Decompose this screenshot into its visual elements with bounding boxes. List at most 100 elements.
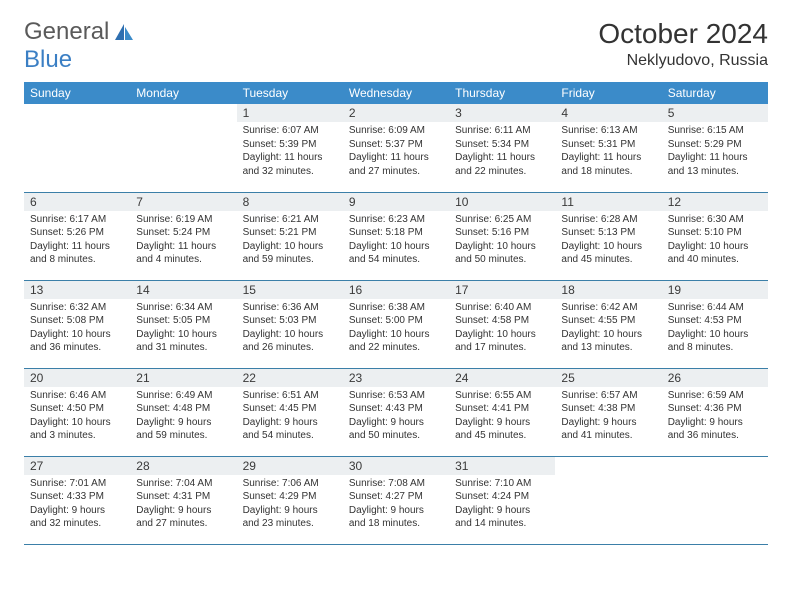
day-number: 9	[343, 193, 449, 211]
daylight-text: Daylight: 9 hours and 50 minutes.	[349, 416, 443, 443]
day-number: 8	[237, 193, 343, 211]
sunset-text: Sunset: 5:10 PM	[668, 226, 762, 240]
day-details: Sunrise: 6:55 AMSunset: 4:41 PMDaylight:…	[449, 387, 555, 447]
weekday-row: SundayMondayTuesdayWednesdayThursdayFrid…	[24, 82, 768, 104]
daylight-text: Daylight: 11 hours and 22 minutes.	[455, 151, 549, 178]
sunrise-text: Sunrise: 6:15 AM	[668, 124, 762, 138]
sunrise-text: Sunrise: 6:36 AM	[243, 301, 337, 315]
daylight-text: Daylight: 9 hours and 54 minutes.	[243, 416, 337, 443]
daylight-text: Daylight: 9 hours and 14 minutes.	[455, 504, 549, 531]
sunset-text: Sunset: 4:33 PM	[30, 490, 124, 504]
daylight-text: Daylight: 9 hours and 45 minutes.	[455, 416, 549, 443]
day-number: 25	[555, 369, 661, 387]
sunset-text: Sunset: 4:41 PM	[455, 402, 549, 416]
day-number: 3	[449, 104, 555, 122]
sunset-text: Sunset: 4:38 PM	[561, 402, 655, 416]
calendar-cell: 31Sunrise: 7:10 AMSunset: 4:24 PMDayligh…	[449, 456, 555, 544]
calendar-cell: 11Sunrise: 6:28 AMSunset: 5:13 PMDayligh…	[555, 192, 661, 280]
day-details: Sunrise: 6:30 AMSunset: 5:10 PMDaylight:…	[662, 211, 768, 271]
day-details: Sunrise: 6:13 AMSunset: 5:31 PMDaylight:…	[555, 122, 661, 182]
day-details: Sunrise: 6:25 AMSunset: 5:16 PMDaylight:…	[449, 211, 555, 271]
sunset-text: Sunset: 5:13 PM	[561, 226, 655, 240]
sunset-text: Sunset: 4:27 PM	[349, 490, 443, 504]
calendar-cell: 4Sunrise: 6:13 AMSunset: 5:31 PMDaylight…	[555, 104, 661, 192]
daylight-text: Daylight: 10 hours and 45 minutes.	[561, 240, 655, 267]
sunset-text: Sunset: 5:03 PM	[243, 314, 337, 328]
sunset-text: Sunset: 4:29 PM	[243, 490, 337, 504]
weekday-header: Monday	[130, 82, 236, 104]
day-number: 31	[449, 457, 555, 475]
sunset-text: Sunset: 4:58 PM	[455, 314, 549, 328]
calendar-cell: 14Sunrise: 6:34 AMSunset: 5:05 PMDayligh…	[130, 280, 236, 368]
day-details: Sunrise: 6:11 AMSunset: 5:34 PMDaylight:…	[449, 122, 555, 182]
sunset-text: Sunset: 4:55 PM	[561, 314, 655, 328]
day-details: Sunrise: 6:42 AMSunset: 4:55 PMDaylight:…	[555, 299, 661, 359]
daylight-text: Daylight: 9 hours and 32 minutes.	[30, 504, 124, 531]
calendar-body: 1Sunrise: 6:07 AMSunset: 5:39 PMDaylight…	[24, 104, 768, 544]
sunrise-text: Sunrise: 7:06 AM	[243, 477, 337, 491]
sunset-text: Sunset: 5:31 PM	[561, 138, 655, 152]
calendar-cell: 24Sunrise: 6:55 AMSunset: 4:41 PMDayligh…	[449, 368, 555, 456]
daylight-text: Daylight: 10 hours and 26 minutes.	[243, 328, 337, 355]
sunset-text: Sunset: 5:37 PM	[349, 138, 443, 152]
sunset-text: Sunset: 5:18 PM	[349, 226, 443, 240]
sunrise-text: Sunrise: 7:08 AM	[349, 477, 443, 491]
sunrise-text: Sunrise: 7:10 AM	[455, 477, 549, 491]
calendar-cell	[662, 456, 768, 544]
logo: General	[24, 18, 137, 46]
calendar-cell: 7Sunrise: 6:19 AMSunset: 5:24 PMDaylight…	[130, 192, 236, 280]
day-details: Sunrise: 6:53 AMSunset: 4:43 PMDaylight:…	[343, 387, 449, 447]
day-number	[662, 457, 768, 475]
daylight-text: Daylight: 9 hours and 36 minutes.	[668, 416, 762, 443]
daylight-text: Daylight: 9 hours and 18 minutes.	[349, 504, 443, 531]
daylight-text: Daylight: 9 hours and 41 minutes.	[561, 416, 655, 443]
day-details: Sunrise: 6:17 AMSunset: 5:26 PMDaylight:…	[24, 211, 130, 271]
daylight-text: Daylight: 10 hours and 40 minutes.	[668, 240, 762, 267]
sunrise-text: Sunrise: 6:17 AM	[30, 213, 124, 227]
calendar-cell: 25Sunrise: 6:57 AMSunset: 4:38 PMDayligh…	[555, 368, 661, 456]
calendar-cell: 3Sunrise: 6:11 AMSunset: 5:34 PMDaylight…	[449, 104, 555, 192]
calendar-cell: 20Sunrise: 6:46 AMSunset: 4:50 PMDayligh…	[24, 368, 130, 456]
sunrise-text: Sunrise: 6:40 AM	[455, 301, 549, 315]
daylight-text: Daylight: 10 hours and 22 minutes.	[349, 328, 443, 355]
day-details: Sunrise: 6:32 AMSunset: 5:08 PMDaylight:…	[24, 299, 130, 359]
calendar-cell	[130, 104, 236, 192]
sunset-text: Sunset: 5:26 PM	[30, 226, 124, 240]
day-details: Sunrise: 6:09 AMSunset: 5:37 PMDaylight:…	[343, 122, 449, 182]
day-number	[130, 104, 236, 122]
day-number: 20	[24, 369, 130, 387]
day-details: Sunrise: 6:59 AMSunset: 4:36 PMDaylight:…	[662, 387, 768, 447]
day-number: 19	[662, 281, 768, 299]
day-details: Sunrise: 7:08 AMSunset: 4:27 PMDaylight:…	[343, 475, 449, 535]
daylight-text: Daylight: 9 hours and 27 minutes.	[136, 504, 230, 531]
sunset-text: Sunset: 5:21 PM	[243, 226, 337, 240]
sunset-text: Sunset: 5:29 PM	[668, 138, 762, 152]
calendar-cell: 1Sunrise: 6:07 AMSunset: 5:39 PMDaylight…	[237, 104, 343, 192]
day-details: Sunrise: 7:01 AMSunset: 4:33 PMDaylight:…	[24, 475, 130, 535]
daylight-text: Daylight: 10 hours and 17 minutes.	[455, 328, 549, 355]
sunset-text: Sunset: 4:50 PM	[30, 402, 124, 416]
weekday-header: Tuesday	[237, 82, 343, 104]
sunrise-text: Sunrise: 6:49 AM	[136, 389, 230, 403]
location: Neklyudovo, Russia	[598, 52, 768, 70]
calendar-cell: 23Sunrise: 6:53 AMSunset: 4:43 PMDayligh…	[343, 368, 449, 456]
daylight-text: Daylight: 10 hours and 3 minutes.	[30, 416, 124, 443]
calendar-cell: 27Sunrise: 7:01 AMSunset: 4:33 PMDayligh…	[24, 456, 130, 544]
day-details: Sunrise: 6:19 AMSunset: 5:24 PMDaylight:…	[130, 211, 236, 271]
calendar-week-row: 1Sunrise: 6:07 AMSunset: 5:39 PMDaylight…	[24, 104, 768, 192]
sunset-text: Sunset: 4:45 PM	[243, 402, 337, 416]
sunrise-text: Sunrise: 6:11 AM	[455, 124, 549, 138]
sunrise-text: Sunrise: 6:21 AM	[243, 213, 337, 227]
day-number: 28	[130, 457, 236, 475]
day-details: Sunrise: 6:38 AMSunset: 5:00 PMDaylight:…	[343, 299, 449, 359]
sunset-text: Sunset: 5:34 PM	[455, 138, 549, 152]
calendar-cell: 16Sunrise: 6:38 AMSunset: 5:00 PMDayligh…	[343, 280, 449, 368]
day-details: Sunrise: 6:46 AMSunset: 4:50 PMDaylight:…	[24, 387, 130, 447]
calendar-week-row: 6Sunrise: 6:17 AMSunset: 5:26 PMDaylight…	[24, 192, 768, 280]
calendar-cell: 2Sunrise: 6:09 AMSunset: 5:37 PMDaylight…	[343, 104, 449, 192]
day-number: 4	[555, 104, 661, 122]
weekday-header: Friday	[555, 82, 661, 104]
sunrise-text: Sunrise: 6:07 AM	[243, 124, 337, 138]
day-details: Sunrise: 6:40 AMSunset: 4:58 PMDaylight:…	[449, 299, 555, 359]
daylight-text: Daylight: 11 hours and 32 minutes.	[243, 151, 337, 178]
